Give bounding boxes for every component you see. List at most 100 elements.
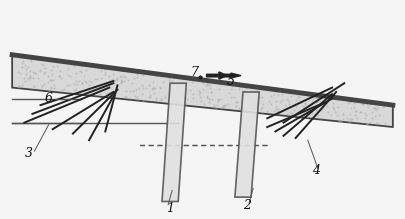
Point: [48, 85, 54, 89]
Point: [158, 97, 164, 101]
Polygon shape: [162, 83, 186, 201]
Point: [369, 116, 375, 119]
Point: [25, 65, 31, 68]
Point: [126, 96, 133, 99]
Point: [362, 116, 368, 119]
Point: [103, 83, 110, 87]
Point: [289, 111, 296, 115]
Point: [174, 84, 180, 88]
Point: [189, 80, 195, 83]
Point: [240, 107, 247, 110]
Point: [23, 67, 29, 71]
Point: [204, 95, 210, 99]
Point: [345, 102, 351, 105]
Point: [82, 91, 88, 94]
Point: [228, 95, 234, 99]
Point: [153, 96, 160, 99]
Point: [364, 105, 371, 109]
Point: [77, 70, 84, 73]
Point: [151, 91, 158, 95]
Point: [353, 110, 360, 113]
Point: [372, 106, 379, 109]
Point: [216, 87, 223, 91]
Point: [315, 96, 321, 99]
Point: [315, 113, 321, 117]
Point: [268, 95, 274, 98]
Point: [260, 102, 266, 106]
Point: [382, 103, 388, 106]
Point: [316, 100, 323, 104]
Point: [249, 101, 256, 104]
Point: [49, 72, 55, 75]
Point: [301, 116, 307, 119]
Point: [312, 95, 319, 99]
Point: [165, 78, 172, 82]
Point: [132, 70, 138, 74]
Point: [36, 69, 43, 72]
Point: [336, 118, 343, 121]
Point: [169, 97, 176, 100]
Point: [231, 95, 238, 98]
Point: [248, 104, 255, 108]
Point: [350, 101, 357, 104]
Point: [42, 70, 49, 74]
Point: [380, 105, 387, 108]
Point: [245, 92, 252, 96]
Point: [207, 86, 213, 89]
Point: [220, 104, 227, 108]
Point: [130, 89, 136, 93]
Point: [296, 109, 303, 112]
Point: [330, 105, 337, 109]
Point: [122, 95, 128, 98]
Point: [255, 90, 262, 94]
Point: [381, 103, 387, 106]
Point: [252, 90, 259, 94]
Point: [123, 95, 129, 99]
Point: [332, 110, 338, 113]
Point: [239, 106, 245, 110]
Point: [46, 89, 52, 93]
Point: [58, 88, 65, 92]
Point: [83, 69, 89, 72]
Point: [318, 116, 324, 120]
Point: [134, 97, 141, 101]
Text: 3: 3: [24, 147, 32, 160]
Point: [177, 82, 183, 85]
Point: [300, 105, 307, 108]
Text: 7: 7: [190, 66, 198, 79]
Point: [217, 82, 224, 86]
Point: [167, 86, 173, 89]
Point: [134, 95, 141, 99]
Point: [233, 100, 240, 103]
Point: [102, 70, 109, 73]
Point: [236, 88, 243, 91]
Point: [18, 65, 25, 69]
Point: [314, 101, 321, 104]
Point: [103, 91, 110, 95]
Point: [153, 75, 159, 78]
Point: [136, 86, 143, 89]
Point: [258, 107, 264, 110]
Point: [277, 111, 283, 115]
Point: [352, 109, 358, 113]
Point: [172, 101, 179, 104]
Point: [200, 87, 207, 91]
Point: [118, 78, 124, 82]
Point: [73, 79, 79, 83]
Point: [225, 91, 232, 95]
Point: [282, 103, 289, 106]
Point: [301, 114, 307, 118]
Point: [150, 80, 156, 84]
Point: [78, 64, 84, 67]
Point: [30, 71, 36, 74]
Point: [287, 110, 293, 114]
Point: [76, 79, 83, 83]
Point: [225, 103, 231, 106]
Point: [295, 95, 302, 99]
Point: [74, 82, 80, 86]
Point: [190, 92, 196, 96]
Point: [372, 114, 378, 118]
Point: [65, 73, 72, 76]
Point: [177, 101, 183, 104]
Point: [114, 77, 121, 81]
